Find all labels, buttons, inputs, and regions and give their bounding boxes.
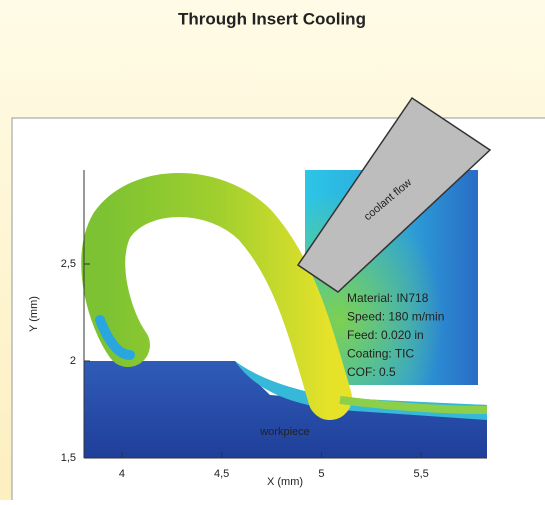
y-tick-label: 2: [70, 355, 76, 367]
workpiece-label: workpiece: [259, 426, 310, 438]
x-tick-label: 5,5: [414, 468, 429, 480]
chip: [81, 173, 352, 420]
x-tick-label: 4: [119, 468, 125, 480]
y-axis-label: Y (mm): [28, 296, 40, 332]
x-axis-label: X (mm): [267, 476, 303, 488]
y-tick-label: 1,5: [61, 452, 76, 464]
workpiece: [84, 361, 487, 458]
info-block: Material: IN718 Speed: 180 m/min Feed: 0.0…: [347, 291, 444, 379]
info-line: Speed: 180 m/min: [347, 310, 444, 324]
info-line: COF: 0.5: [347, 365, 396, 379]
y-tick-label: 2,5: [61, 258, 76, 270]
x-tick-label: 5: [318, 468, 324, 480]
tool: [296, 96, 492, 293]
info-line: Material: IN718: [347, 291, 429, 305]
title: Through Insert Cooling: [178, 9, 366, 28]
flow-chip: [339, 396, 488, 414]
info-line: Coating: TIC: [347, 347, 414, 361]
info-line: Feed: 0.020 in: [347, 328, 424, 342]
x-tick-label: 4,5: [214, 468, 229, 480]
chip-tip: [95, 315, 135, 360]
